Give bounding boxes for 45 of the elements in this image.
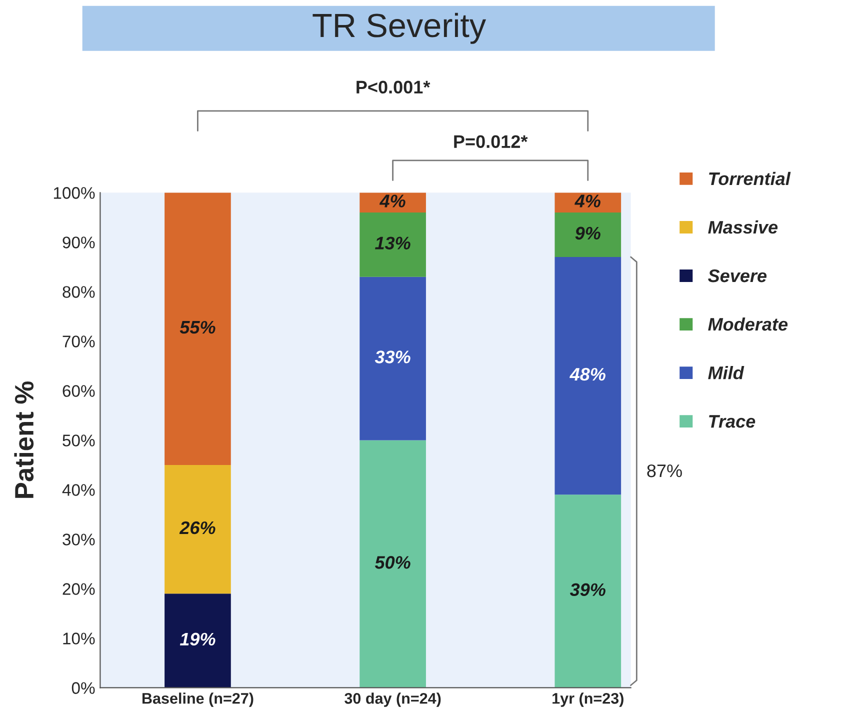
text: P<0.001* xyxy=(356,80,430,94)
y-tick-label: 50% xyxy=(62,434,95,446)
x-tick-label: 1yr (n=23) xyxy=(552,692,624,707)
bar xyxy=(164,464,231,594)
data-label: 9% xyxy=(575,226,600,240)
legend-label: Mild xyxy=(708,366,744,380)
legend-label: Torrential xyxy=(709,172,791,186)
data-label: 19% xyxy=(180,632,216,646)
y-tick-label: 100% xyxy=(54,187,95,199)
data-label: 13% xyxy=(375,236,410,250)
text: P=0.012* xyxy=(454,135,528,148)
legend-label: Severe xyxy=(708,269,767,282)
y-tick-label: 20% xyxy=(62,583,95,595)
y-tick-label: 0% xyxy=(72,682,95,694)
bar xyxy=(360,212,426,277)
bar xyxy=(554,257,622,495)
data-label: 48% xyxy=(570,368,606,381)
bar xyxy=(164,192,231,465)
text: 87% xyxy=(647,464,682,478)
data-label: 4% xyxy=(379,194,406,208)
y-tick-label: 60% xyxy=(62,385,95,397)
data-label: 39% xyxy=(570,583,606,596)
x-tick-label: Baseline (n=27) xyxy=(142,692,254,707)
bar xyxy=(554,212,622,258)
legend-label: Moderate xyxy=(708,317,788,331)
y-tick-label: 40% xyxy=(62,484,95,496)
chart-title: TR Severity xyxy=(312,12,486,44)
y-tick-label: 70% xyxy=(62,336,95,348)
data-label: 33% xyxy=(374,350,410,364)
data-label: 4% xyxy=(574,194,600,208)
data-label: 55% xyxy=(180,320,216,334)
legend-label: Trace xyxy=(709,415,756,428)
bar xyxy=(554,494,622,688)
data-label: 50% xyxy=(374,556,410,569)
legend-label: Massive xyxy=(708,220,778,234)
y-tick-label: 30% xyxy=(62,534,95,546)
bar xyxy=(164,594,231,688)
y-axis-title: Patient % xyxy=(14,382,34,498)
bar xyxy=(360,440,426,688)
x-tick-label: 30 day (n=24) xyxy=(344,692,441,707)
y-tick-label: 80% xyxy=(62,286,95,298)
y-tick-label: 90% xyxy=(62,236,95,248)
bar xyxy=(360,276,426,440)
data-label: 26% xyxy=(179,521,216,534)
y-tick-label: 10% xyxy=(63,632,95,644)
